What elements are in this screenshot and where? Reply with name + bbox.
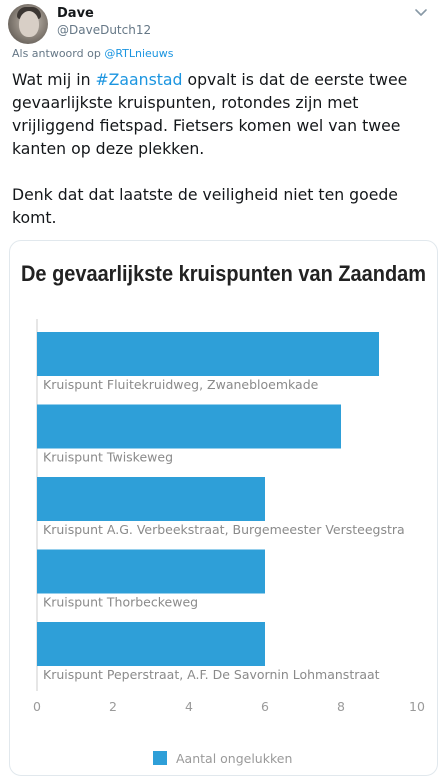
bar [37,549,265,594]
bar [37,622,265,666]
reply-context: Als antwoord op @RTLnieuws [12,47,174,60]
x-tick-label: 2 [109,699,117,714]
legend-swatch [153,751,167,765]
x-tick-label: 6 [261,699,269,714]
legend-label: Aantal ongelukken [176,751,292,766]
chart-title: De gevaarlijkste kruispunten van Zaandam [21,261,426,286]
bar [37,332,379,376]
tweet-text-rest: opvalt is dat de eerste twee gevaarlijks… [12,70,408,227]
category-label: Kruispunt A.G. Verbeekstraat, Burgemeest… [43,522,405,537]
category-label: Kruispunt Thorbeckeweg [43,595,198,610]
x-tick-label: 8 [337,699,345,714]
bar-chart: De gevaarlijkste kruispunten van Zaandam… [21,261,426,766]
bar [37,404,341,449]
category-label: Kruispunt Peperstraat, A.F. De Savornin … [43,667,380,682]
more-icon[interactable] [409,2,433,22]
bar [37,477,265,521]
hashtag-link[interactable]: #Zaanstad [95,70,183,89]
x-tick-label: 4 [185,699,193,714]
category-label: Kruispunt Fluitekruidweg, Zwanebloemkade [43,377,319,392]
x-tick-label: 0 [33,699,41,714]
x-tick-label: 10 [409,699,425,714]
user-handle[interactable]: @DaveDutch12 [57,23,152,37]
reply-to-link[interactable]: @RTLnieuws [104,47,174,60]
avatar-face [19,11,39,37]
chart-image[interactable]: De gevaarlijkste kruispunten van Zaandam… [9,240,438,776]
display-name[interactable]: Dave [57,6,94,21]
tweet-text: Wat mij in #Zaanstad opvalt is dat de ee… [12,68,438,229]
category-label: Kruispunt Twiskeweg [43,450,173,465]
reply-prefix: Als antwoord op [12,47,105,60]
tweet-text-start: Wat mij in [12,70,96,89]
avatar[interactable] [8,4,48,44]
